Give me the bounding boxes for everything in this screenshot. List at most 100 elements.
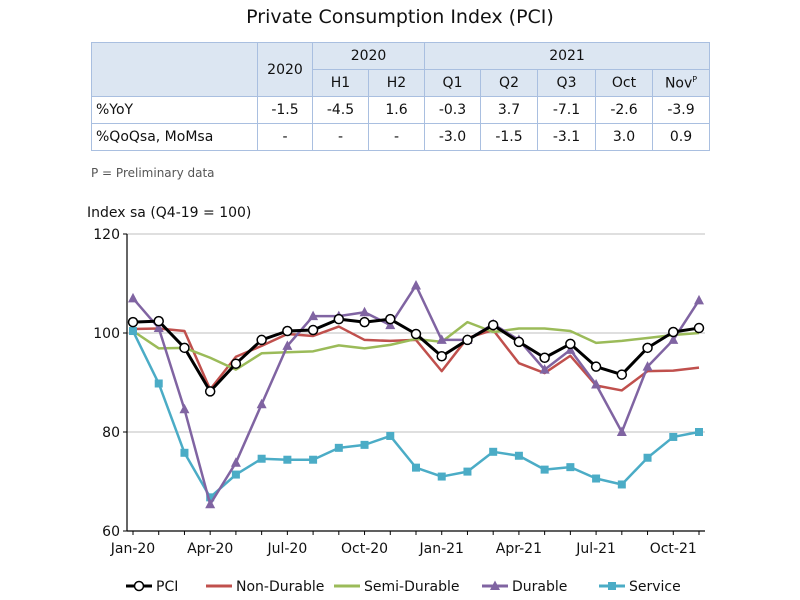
point-pci: [385, 313, 396, 325]
table-header-nov: NovP: [652, 69, 711, 97]
point-service: [669, 432, 678, 441]
point-service: [180, 448, 189, 457]
table-cell: -3.9: [652, 96, 711, 124]
point-durable: [411, 279, 421, 290]
table-header-q3: Q3: [537, 69, 597, 97]
point-service: [643, 453, 652, 462]
point-pci: [590, 361, 602, 372]
point-pci: [642, 342, 653, 354]
point-pci: [179, 342, 190, 354]
point-service: [695, 428, 703, 436]
nov-label: Nov: [664, 75, 693, 92]
point-service: [129, 327, 137, 336]
table-header-h2: H2: [367, 69, 426, 97]
x-tick-label: Jul-20: [266, 541, 307, 557]
point-service: [386, 431, 395, 440]
point-pci: [668, 326, 679, 338]
preliminary-superscript: P: [692, 74, 698, 84]
point-service: [514, 451, 523, 460]
table-cell: -3.1: [537, 123, 597, 151]
table-cell: 0.9: [652, 123, 711, 151]
pci-summary-table: 2020 2020 2021 H1 H2 Q1 Q2 Q3 Oct NovP %…: [91, 42, 711, 151]
table-header-row-2: H1 H2 Q1 Q2 Q3 Oct NovP: [92, 69, 711, 97]
point-durable: [230, 457, 241, 467]
row-label: %QoQsa, MoMsa: [91, 123, 258, 151]
point-service: [309, 455, 318, 464]
point-durable: [668, 334, 679, 344]
y-tick-label: 120: [93, 227, 120, 243]
legend-label: Semi-Durable: [364, 579, 459, 595]
point-service: [154, 379, 163, 388]
table-header-h1: H1: [312, 69, 369, 97]
point-service: [231, 470, 240, 479]
point-service: [206, 493, 215, 502]
point-service: [540, 465, 549, 474]
point-pci: [359, 316, 370, 328]
legend-marker-service: [608, 582, 616, 590]
x-tick-label: Apr-21: [496, 541, 542, 557]
table-cell: 1.6: [367, 96, 426, 124]
y-axis-label: Index sa (Q4-19 = 100): [87, 205, 252, 221]
point-pci: [282, 325, 293, 337]
point-durable: [436, 334, 447, 344]
point-pci: [513, 336, 525, 348]
point-pci: [487, 319, 499, 331]
point-durable: [308, 310, 319, 321]
point-pci: [436, 351, 447, 362]
table-header-q1: Q1: [424, 69, 482, 97]
point-durable: [128, 292, 138, 303]
x-tick-label: Jul-21: [575, 541, 616, 557]
table-cell: -1.5: [257, 96, 313, 124]
legend-marker-pci: [133, 580, 145, 592]
point-pci: [462, 334, 473, 346]
point-pci: [410, 328, 422, 340]
point-durable: [153, 322, 164, 333]
preliminary-note: P = Preliminary data: [91, 166, 215, 180]
x-tick-label: Apr-20: [187, 541, 233, 557]
point-pci: [307, 324, 319, 336]
point-service: [257, 454, 266, 463]
point-pci: [539, 352, 550, 363]
series-line-service: [131, 330, 700, 499]
chart-title: Private Consumption Index (PCI): [246, 6, 554, 28]
table-header-oct: Oct: [595, 69, 654, 97]
point-durable: [205, 498, 216, 509]
table-cell: 3.0: [595, 123, 654, 151]
point-service: [360, 440, 369, 449]
table-row-yoy: %YoY -1.5 -4.5 1.6 -0.3 3.7 -7.1 -2.6 -3…: [91, 96, 711, 124]
point-pci: [616, 369, 628, 380]
point-pci: [256, 334, 267, 346]
point-service: [437, 472, 446, 481]
point-durable: [359, 306, 370, 317]
point-pci: [230, 358, 242, 369]
x-tick-label: Jan-21: [419, 541, 464, 557]
table-cell: -7.1: [537, 96, 597, 124]
point-service: [463, 467, 472, 476]
legend-label: Non-Durable: [236, 579, 324, 595]
point-durable: [694, 294, 704, 305]
point-pci: [153, 315, 164, 327]
point-durable: [642, 361, 653, 371]
x-tick-label: Jan-20: [110, 541, 155, 557]
point-durable: [539, 364, 550, 374]
point-pci: [693, 322, 705, 334]
point-durable: [256, 398, 267, 409]
y-tick-label: 80: [102, 425, 120, 441]
legend-label: Service: [629, 579, 681, 595]
table-group-header-2021: 2021: [424, 42, 711, 70]
legend-marker-durable: [490, 580, 500, 590]
point-pci: [127, 316, 139, 328]
y-tick-label: 100: [93, 326, 120, 342]
point-service: [489, 447, 498, 456]
table-cell: -: [367, 123, 426, 151]
table-cell: 3.7: [480, 96, 539, 124]
table-cell: -1.5: [480, 123, 539, 151]
table-header-q2: Q2: [480, 69, 539, 97]
table-row-qoq: %QoQsa, MoMsa - - - -3.0 -1.5 -3.1 3.0 0…: [91, 123, 711, 151]
point-pci: [333, 313, 345, 325]
point-service: [412, 463, 420, 472]
point-service: [334, 443, 343, 452]
legend-label: PCI: [156, 579, 178, 595]
point-pci: [565, 338, 576, 350]
